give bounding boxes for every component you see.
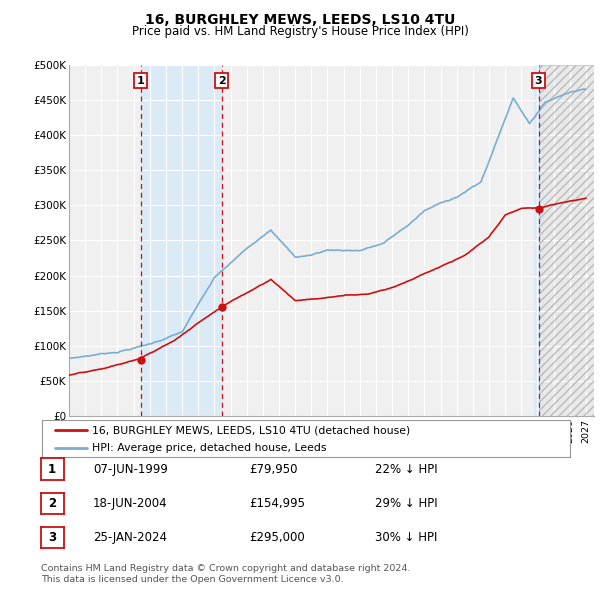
Bar — [534, 65, 544, 416]
Text: 30% ↓ HPI: 30% ↓ HPI — [375, 531, 437, 544]
Text: 07-JUN-1999: 07-JUN-1999 — [93, 463, 168, 476]
Text: 2: 2 — [218, 76, 226, 86]
Text: Contains HM Land Registry data © Crown copyright and database right 2024.: Contains HM Land Registry data © Crown c… — [41, 565, 410, 573]
Text: 3: 3 — [535, 76, 542, 86]
Text: 3: 3 — [48, 531, 56, 544]
Bar — [539, 65, 600, 416]
Text: 22% ↓ HPI: 22% ↓ HPI — [375, 463, 437, 476]
Text: HPI: Average price, detached house, Leeds: HPI: Average price, detached house, Leed… — [92, 443, 326, 453]
Bar — [539, 65, 600, 416]
Text: 2: 2 — [48, 497, 56, 510]
Text: 29% ↓ HPI: 29% ↓ HPI — [375, 497, 437, 510]
Text: 1: 1 — [137, 76, 145, 86]
Text: This data is licensed under the Open Government Licence v3.0.: This data is licensed under the Open Gov… — [41, 575, 343, 584]
Text: 16, BURGHLEY MEWS, LEEDS, LS10 4TU (detached house): 16, BURGHLEY MEWS, LEEDS, LS10 4TU (deta… — [92, 425, 410, 435]
Text: £295,000: £295,000 — [249, 531, 305, 544]
Text: £154,995: £154,995 — [249, 497, 305, 510]
Text: Price paid vs. HM Land Registry's House Price Index (HPI): Price paid vs. HM Land Registry's House … — [131, 25, 469, 38]
Text: £79,950: £79,950 — [249, 463, 298, 476]
Text: 18-JUN-2004: 18-JUN-2004 — [93, 497, 167, 510]
Bar — [141, 65, 222, 416]
Text: 25-JAN-2024: 25-JAN-2024 — [93, 531, 167, 544]
Text: 1: 1 — [48, 463, 56, 476]
Text: 16, BURGHLEY MEWS, LEEDS, LS10 4TU: 16, BURGHLEY MEWS, LEEDS, LS10 4TU — [145, 13, 455, 27]
